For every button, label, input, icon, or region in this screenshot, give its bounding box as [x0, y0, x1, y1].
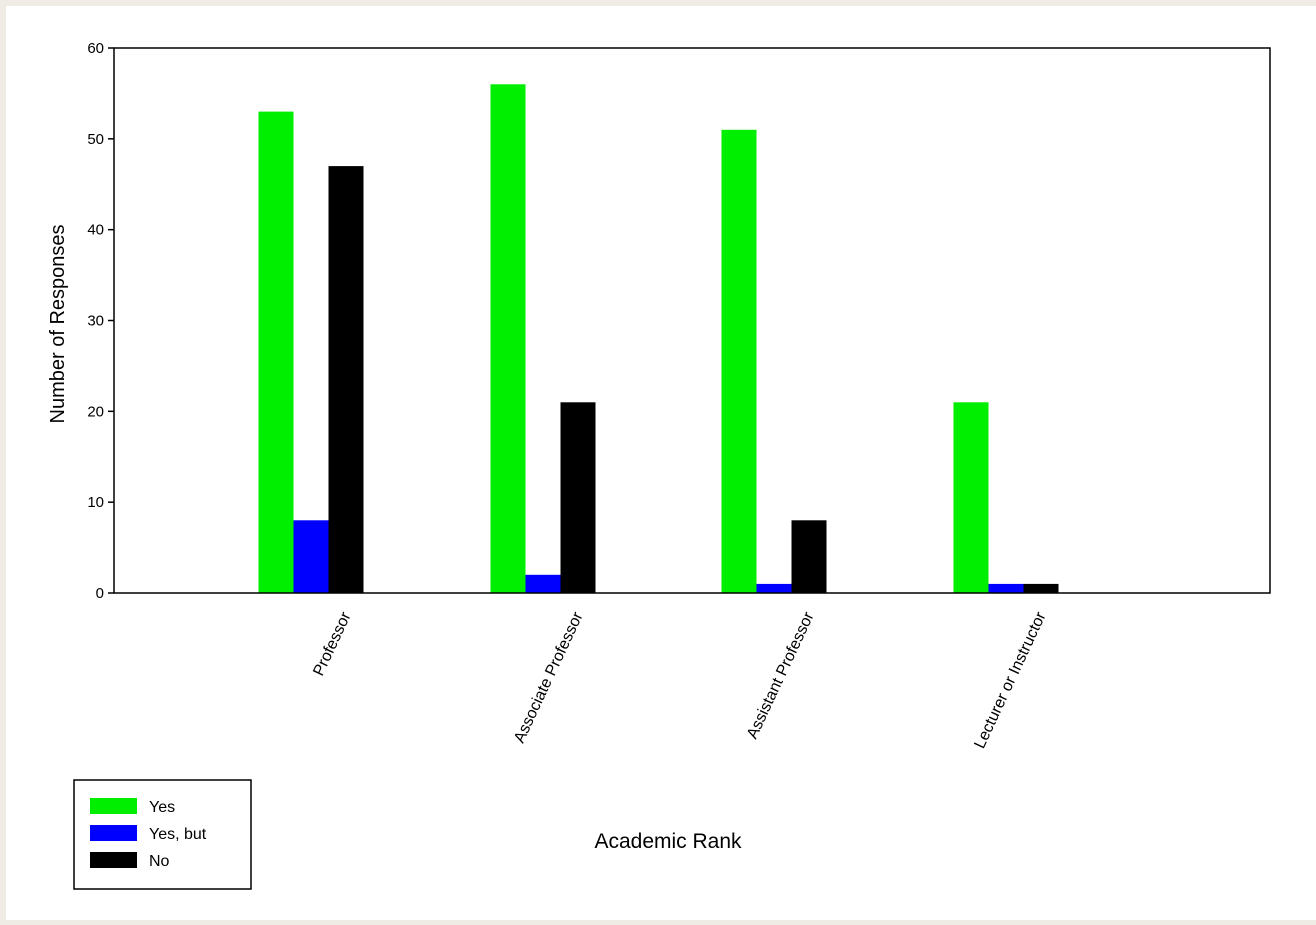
chart-panel: 0 10 20 30 40 50 60 Professor Associate Profess…: [6, 6, 1316, 920]
y-tick-label-60: 60: [87, 40, 104, 57]
y-tick-label-30: 30: [87, 313, 104, 330]
legend-label-no: No: [149, 853, 170, 870]
bar-associate-professor-no: [560, 402, 596, 594]
legend-label-yes-but: Yes, but: [149, 826, 207, 843]
bar-associate-professor-yes: [490, 84, 526, 594]
legend-label-yes: Yes: [149, 799, 175, 816]
legend-swatch-yes-but: [90, 825, 137, 841]
x-axis-title: Academic Rank: [594, 830, 742, 853]
y-tick-label-10: 10: [87, 494, 104, 511]
y-tick-label-50: 50: [87, 131, 104, 148]
legend-swatch-no: [90, 852, 137, 868]
x-tick-label-assistant-professor: Assistant Professor: [744, 609, 818, 742]
x-tick-label-professor: Professor: [310, 609, 355, 679]
bar-chart: 0 10 20 30 40 50 60 Professor Associate Profess…: [47, 40, 1271, 890]
bar-lecturer-or-instructor-yes-but: [988, 583, 1024, 593]
y-tick-label-40: 40: [87, 222, 104, 239]
bar-professor-no: [328, 166, 364, 593]
x-tick-label-lecturer-or-instructor: Lecturer or Instructor: [971, 609, 1049, 751]
bar-professor-yes-but: [293, 520, 329, 593]
x-tick-label-associate-professor: Associate Professor: [511, 609, 587, 746]
bar-assistant-professor-yes: [721, 129, 757, 594]
bar-lecturer-or-instructor-no: [1023, 583, 1059, 593]
bar-professor-yes: [258, 111, 294, 593]
bar-assistant-professor-no: [791, 520, 827, 593]
bar-lecturer-or-instructor-yes: [953, 402, 989, 594]
y-axis: 0 10 20 30 40 50 60: [87, 40, 114, 602]
y-tick-label-20: 20: [87, 403, 104, 420]
bar-associate-professor-yes-but: [525, 574, 561, 593]
x-axis: Professor Associate Professor Assistant Pr…: [310, 609, 1050, 751]
y-axis-title: Number of Responses: [47, 225, 69, 424]
bar-assistant-professor-yes-but: [756, 583, 792, 593]
y-tick-label-0: 0: [96, 585, 104, 602]
bars-layer: [258, 84, 1059, 594]
legend: Yes Yes, but No: [73, 779, 252, 890]
legend-swatch-yes: [90, 798, 137, 814]
